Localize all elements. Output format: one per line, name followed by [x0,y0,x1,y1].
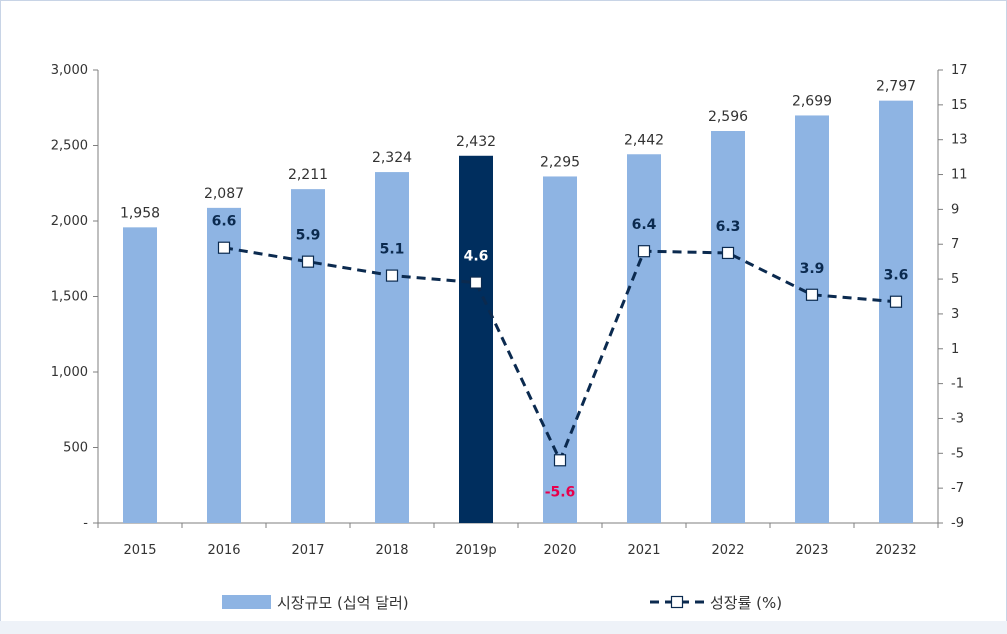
bar-value-label: 2,432 [456,134,496,150]
bar [711,131,745,523]
x-axis-tick-label: 2022 [711,543,744,558]
growth-rate-label: 5.9 [296,228,321,244]
right-axis-tick-label: 17 [951,63,968,78]
bar [207,207,241,523]
growth-rate-label: 4.6 [464,249,489,265]
growth-rate-marker [469,276,483,289]
x-axis-tick-label: 2020 [543,543,576,558]
legend-bar-label: 시장규모 (십억 달러) [277,594,409,612]
left-axis-tick-label: 2,000 [51,214,88,229]
bar-value-labels: 1,958 2,087 2,211 2,324 2,432 2,295 2,442 2,596… [120,79,916,222]
right-axis-tick-label: 15 [951,98,968,113]
left-axis-tick-label: 2,500 [51,139,88,154]
bar [459,155,493,523]
right-axis-tick-label: 13 [951,133,968,148]
right-axis-tick-label: -3 [951,411,964,426]
bar-value-label: 1,958 [120,205,160,221]
growth-rate-marker [637,245,651,258]
bar [291,189,325,523]
right-axis-tick-label: 9 [951,202,959,217]
right-axis-tick-label: -9 [951,516,964,531]
right-axis-tick-label: 1 [951,342,959,357]
right-axis-tick-label: 5 [951,272,959,287]
x-axis-tick-label: 20232 [875,543,916,558]
left-axis-tick-label: 500 [63,441,88,456]
x-axis-tick-label: 2018 [375,543,408,558]
bar [627,154,661,523]
legend: 시장규모 (십억 달러) 성장률 (%) [222,594,782,612]
growth-rate-label: 6.4 [632,217,657,233]
right-axis-tick-label: 11 [951,168,968,183]
bar-value-label: 2,797 [876,79,916,95]
growth-rate-marker [805,288,819,301]
x-axis-tick-label: 2016 [207,543,240,558]
legend-line-marker [670,595,684,609]
bar-value-label: 2,442 [624,132,664,148]
right-axis-tick-label: 7 [951,237,959,252]
x-axis-tick-label: 2017 [291,543,324,558]
bar-series [123,100,913,524]
bar-value-label: 2,087 [204,186,244,202]
growth-rate-label: 3.6 [884,268,909,284]
legend-line-label: 성장률 (%) [710,594,782,612]
bar-value-label: 2,295 [540,154,580,170]
bar [375,172,409,524]
growth-rate-series [217,241,903,467]
bar-value-label: 2,699 [792,93,832,109]
left-axis-tick-label: - [83,516,88,531]
growth-rate-marker [217,241,231,254]
left-axis-tick-label: 3,000 [51,63,88,78]
legend-bar-swatch [222,595,271,609]
right-axis-tick-label: 3 [951,307,959,322]
x-axis-tick-label: 2015 [123,543,156,558]
right-axis-tick-label: -5 [951,446,964,461]
growth-rate-label: -5.6 [545,484,576,500]
growth-rate-label: 6.3 [716,219,741,235]
axes: - 500 1,000 1,500 2,000 2,500 3,000 -9 -7 -5 -3 -1 1… [51,63,968,558]
x-axis-tick-label: 2019p [455,543,496,558]
bar [879,100,913,523]
left-axis-tick-label: 1,000 [51,365,88,380]
bar [123,227,157,524]
right-axis-tick-label: -1 [951,377,964,392]
right-axis-tick-label: -7 [951,481,964,496]
bar-value-label: 2,324 [372,150,412,166]
bar-value-label: 2,596 [708,109,748,125]
growth-rate-labels: 6.6 5.9 5.1 4.6 -5.6 6.4 6.3 3.9 3.6 [212,214,909,501]
growth-rate-label: 5.1 [380,242,405,258]
bar [795,115,829,524]
growth-rate-marker [301,255,315,268]
growth-rate-label: 3.9 [800,261,825,277]
bottom-strip [0,621,1007,634]
bar-value-label: 2,211 [288,167,328,183]
growth-rate-marker [889,295,903,308]
growth-rate-label: 6.6 [212,214,237,230]
growth-rate-marker [385,269,399,282]
growth-rate-marker [721,246,735,260]
x-axis-tick-label: 2021 [627,543,660,558]
bar [543,176,577,523]
growth-rate-marker [553,454,567,467]
left-axis-tick-label: 1,500 [51,290,88,305]
x-axis-tick-label: 2023 [795,543,828,558]
